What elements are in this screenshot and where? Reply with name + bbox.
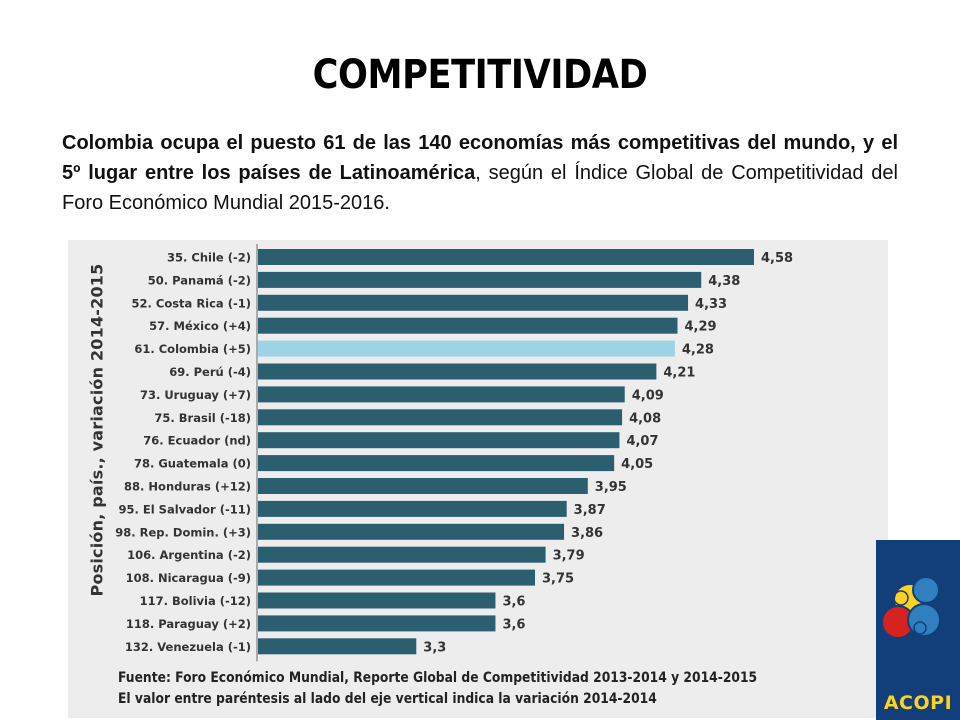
category-label: 88. Honduras (+12)	[124, 480, 251, 494]
category-label: 98. Rep. Domin. (+3)	[115, 525, 251, 539]
bar	[258, 409, 623, 426]
value-label: 4,05	[621, 457, 653, 472]
source-line-1: Fuente: Foro Económico Mundial, Reporte …	[118, 670, 758, 686]
intro-rest-text: , según el Índice Global de Competitivid…	[62, 162, 898, 214]
category-label: 95. El Salvador (-11)	[118, 502, 251, 516]
category-label: 73. Uruguay (+7)	[140, 388, 251, 402]
bar	[258, 615, 496, 632]
value-label: 4,09	[632, 388, 664, 403]
category-label: 57. México (+4)	[149, 319, 251, 333]
value-label: 4,21	[663, 366, 695, 381]
category-label: 52. Costa Rica (-1)	[132, 296, 252, 310]
value-label: 4,08	[629, 411, 661, 426]
value-label: 3,6	[502, 595, 525, 610]
bar	[258, 478, 588, 494]
bar	[258, 271, 702, 288]
bar	[258, 523, 565, 540]
category-label: 117. Bolivia (-12)	[140, 594, 251, 608]
bar	[258, 386, 625, 403]
category-label: 75. Brasil (-18)	[154, 411, 251, 425]
bar	[258, 592, 496, 609]
value-label: 4,38	[708, 274, 740, 289]
bar	[258, 455, 615, 472]
bar	[258, 500, 567, 517]
bar	[258, 294, 689, 311]
bar	[258, 638, 417, 655]
logo-emblem-icon	[881, 576, 941, 639]
category-label: 118. Paraguay (+2)	[126, 617, 251, 631]
bar	[258, 569, 536, 586]
value-label: 4,58	[761, 251, 793, 266]
category-label: 78. Guatemala (0)	[134, 457, 251, 471]
value-label: 4,29	[684, 320, 716, 335]
category-label: 35. Chile (-2)	[167, 251, 251, 265]
category-label: 50. Panamá (-2)	[148, 273, 251, 287]
value-label: 3,75	[542, 572, 574, 587]
value-label: 3,86	[571, 526, 603, 541]
value-label: 4,28	[682, 343, 714, 358]
bar	[258, 546, 546, 563]
intro-paragraph: Colombia ocupa el puesto 61 de las 140 e…	[62, 128, 898, 218]
intro-bold-text: Colombia ocupa el puesto 61 de las 140 e…	[62, 132, 898, 184]
bar	[258, 340, 675, 357]
bar	[258, 432, 620, 449]
category-label: 76. Ecuador (nd)	[143, 434, 251, 448]
category-label: 106. Argentina (-2)	[127, 548, 251, 562]
bar-chart-svg: 35. Chile (-2) 4,58 50. Panamá (-2) 4,38 52.…	[115, 244, 793, 662]
category-label: 108. Nicaragua (-9)	[126, 571, 251, 585]
value-label: 3,79	[553, 549, 585, 564]
category-label: 61. Colombia (+5)	[134, 342, 251, 356]
slide-title: COMPETITIVIDAD	[312, 52, 648, 98]
bar	[258, 249, 754, 265]
value-label: 3,3	[423, 640, 446, 655]
value-label: 3,6	[502, 617, 525, 632]
acopi-logo: ACOPI	[876, 540, 960, 720]
value-label: 3,87	[574, 503, 606, 518]
category-label: 69. Perú (-4)	[169, 365, 251, 379]
value-label: 3,95	[595, 480, 627, 495]
bar-chart: 35. Chile (-2) 4,58 50. Panamá (-2) 4,38 52.…	[68, 240, 888, 718]
source-line-2: El valor entre paréntesis al lado del ej…	[118, 691, 657, 707]
bar	[258, 363, 657, 380]
chart-source: Fuente: Foro Económico Mundial, Reporte …	[118, 668, 757, 710]
y-axis-title: Posición, país., variación 2014-2015	[87, 263, 107, 597]
category-label: 132. Venezuela (-1)	[125, 640, 251, 654]
logo-label: ACOPI	[883, 692, 953, 714]
value-label: 4,07	[626, 434, 658, 449]
bar	[258, 317, 678, 334]
value-label: 4,33	[695, 297, 727, 312]
